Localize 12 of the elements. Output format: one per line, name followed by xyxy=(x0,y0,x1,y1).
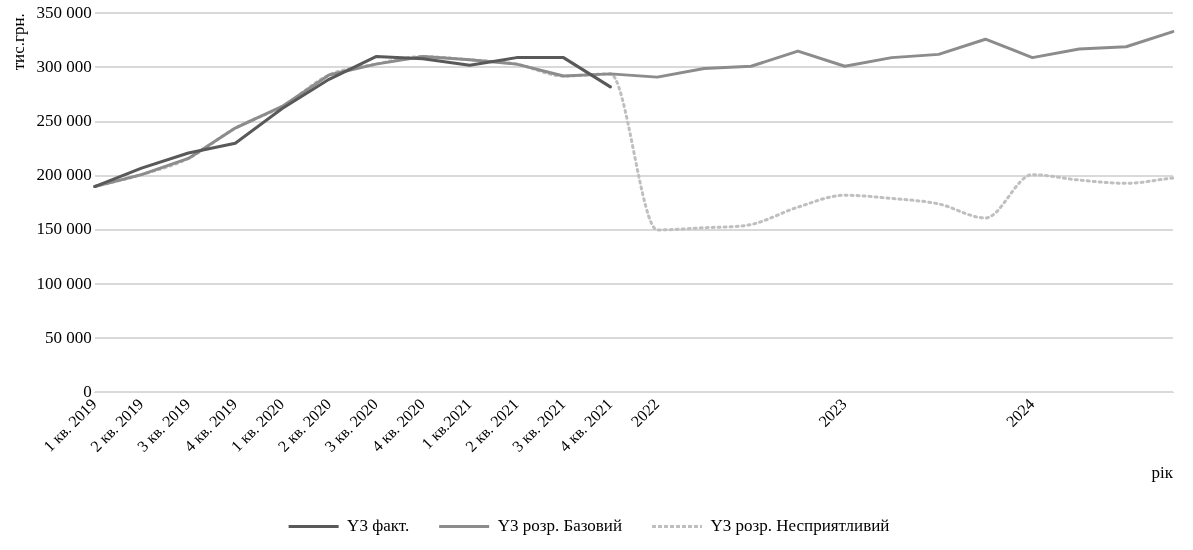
legend-label: Y3 розр. Базовий xyxy=(497,515,623,535)
y-tick-label: 250 000 xyxy=(36,111,92,131)
y-axis-title: тис.грн. xyxy=(8,13,28,71)
x-axis-title: рік xyxy=(1151,463,1174,483)
legend-label: Y3 факт. xyxy=(347,515,410,535)
y-tick-label: 200 000 xyxy=(36,165,92,185)
y-tick-label: 300 000 xyxy=(36,56,92,76)
y-tick-label: 100 000 xyxy=(36,273,92,293)
y-tick-label: 350 000 xyxy=(36,2,92,22)
y-tick-label: 150 000 xyxy=(36,219,92,239)
y-tick-label: 50 000 xyxy=(44,327,92,347)
legend-label: Y3 розр. Несприятливий xyxy=(710,515,890,535)
